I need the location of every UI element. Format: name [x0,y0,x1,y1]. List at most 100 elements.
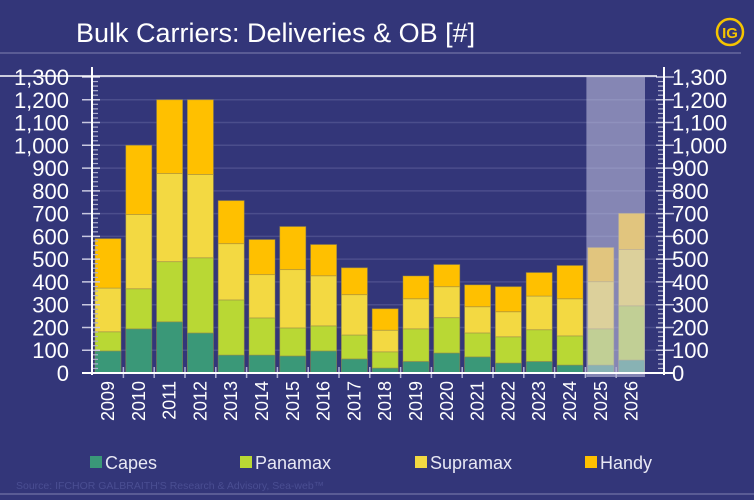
bar-panamax-2018 [371,351,399,369]
bar-capes-2023 [525,360,553,374]
x-tick-label: 2015 [283,381,303,421]
bar-handy-2021 [464,284,492,308]
x-tick-label: 2017 [344,381,364,421]
bar-panamax-2014 [248,317,276,356]
bar-panamax-2011 [156,261,184,323]
y-tick-label-right: 700 [672,202,709,227]
bar-supramax-2011 [156,173,184,263]
bar-handy-2019 [402,275,430,300]
bar-panamax-2016 [310,325,338,352]
legend-label-handy: Handy [600,453,652,473]
y-tick-label-left: 500 [32,247,69,272]
y-tick-label-left: 1,000 [14,133,69,158]
bar-panamax-2024 [556,335,584,366]
bar-handy-2015 [279,226,307,271]
legend-swatch-panamax [240,456,252,468]
title-separator [0,52,741,54]
x-tick-label: 2020 [437,381,457,421]
bar-handy-2011 [156,99,184,174]
logo-text: IG [722,25,738,42]
y-tick-label-left: 0 [57,361,69,386]
bar-handy-2017 [340,267,368,296]
x-tick-label: 2021 [468,381,488,421]
bar-capes-2021 [464,356,492,374]
y-tick-label-right: 100 [672,338,709,363]
bar-capes-2020 [433,352,461,374]
bar-panamax-2021 [464,332,492,358]
bar-supramax-2010 [125,214,153,290]
y-tick-label-right: 300 [672,293,709,318]
y-tick-label-right: 600 [672,224,709,249]
x-tick-label: 2011 [160,381,180,420]
bar-supramax-2022 [494,311,522,338]
bar-handy-2014 [248,239,276,276]
bottom-separator [0,493,754,495]
x-tick-label: 2019 [406,381,426,421]
bar-supramax-2017 [340,294,368,336]
bar-panamax-2022 [494,336,522,364]
bar-supramax-2009 [94,287,122,333]
bar-supramax-2023 [525,295,553,331]
x-tick-label: 2023 [529,381,549,421]
y-tick-label-left: 100 [32,338,69,363]
bar-capes-2019 [402,360,430,374]
bar-handy-2024 [556,265,584,300]
y-tick-label-left: 1,200 [14,88,69,113]
x-tick-label: 2009 [98,381,118,421]
y-tick-label-right: 400 [672,270,709,295]
x-tick-label: 2026 [622,381,642,421]
bar-supramax-2013 [217,243,245,301]
bar-capes-2010 [125,328,153,374]
legend-swatch-capes [90,456,102,468]
bar-panamax-2019 [402,328,430,362]
bar-supramax-2018 [371,329,399,353]
legend-label-panamax: Panamax [255,453,331,473]
y-tick-label-left: 300 [32,293,69,318]
bar-capes-2011 [156,321,184,374]
y-tick-label-right: 200 [672,315,709,340]
bar-capes-2017 [340,358,368,374]
x-tick-label: 2024 [560,381,580,421]
bar-panamax-2009 [94,331,122,352]
bar-panamax-2010 [125,288,153,330]
bar-capes-2012 [186,332,214,374]
x-tick-label: 2022 [498,381,518,421]
y-tick-label-left: 600 [32,224,69,249]
bar-handy-2009 [94,238,122,289]
y-tick-label-right: 1,200 [672,88,727,113]
bar-supramax-2019 [402,298,430,330]
y-tick-label-right: 1,300 [672,65,727,90]
y-tick-label-left: 400 [32,270,69,295]
bar-capes-2024 [556,364,584,374]
bar-supramax-2014 [248,274,276,319]
y-tick-label-right: 500 [672,247,709,272]
legend-label-capes: Capes [105,453,157,473]
ig-logo: IG [715,17,745,47]
legend-label-supramax: Supramax [430,453,512,473]
bar-capes-2009 [94,350,122,374]
bar-capes-2016 [310,350,338,374]
bar-panamax-2020 [433,317,461,354]
x-tick-label: 2025 [591,381,611,421]
chart-title: Bulk Carriers: Deliveries & OB [#] [76,18,475,48]
bar-capes-2015 [279,355,307,374]
bar-supramax-2020 [433,286,461,319]
y-tick-label-right: 800 [672,179,709,204]
bar-handy-2020 [433,264,461,288]
projection-shade [586,77,645,377]
bar-panamax-2017 [340,334,368,360]
legend-swatch-handy [585,456,597,468]
x-tick-label: 2010 [129,381,149,421]
bar-panamax-2015 [279,327,307,357]
x-tick-label: 2014 [252,381,272,421]
bar-handy-2012 [186,99,214,175]
bar-panamax-2012 [186,257,214,334]
bar-capes-2014 [248,354,276,374]
bar-panamax-2023 [525,329,553,362]
bar-handy-2022 [494,286,522,313]
bar-handy-2010 [125,144,153,215]
y-tick-label-left: 1,300 [14,65,69,90]
bar-panamax-2013 [217,299,245,356]
x-tick-label: 2013 [221,381,241,421]
